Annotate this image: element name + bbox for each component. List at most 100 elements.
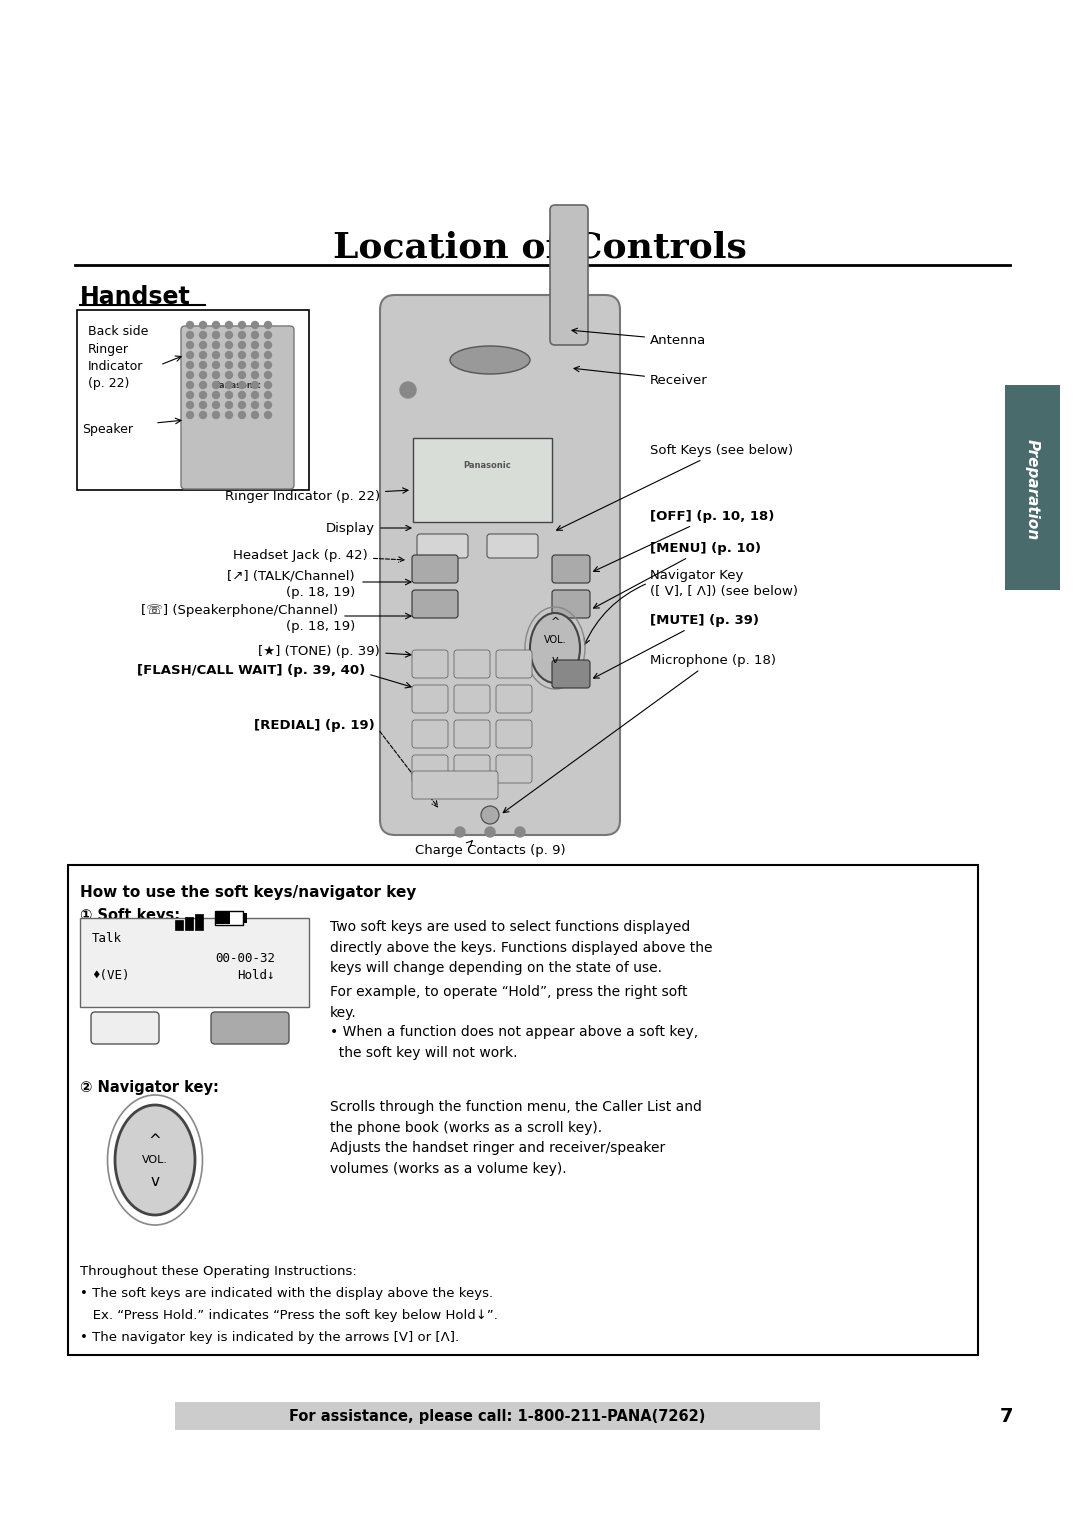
Text: Throughout these Operating Instructions:: Throughout these Operating Instructions: — [80, 1265, 356, 1277]
Text: For assistance, please call: 1-800-211-PANA(7262): For assistance, please call: 1-800-211-P… — [288, 1409, 705, 1424]
Text: [MUTE] (p. 39): [MUTE] (p. 39) — [594, 614, 759, 678]
Circle shape — [187, 382, 193, 388]
Circle shape — [200, 351, 206, 359]
Text: Two soft keys are used to select functions displayed
directly above the keys. Fu: Two soft keys are used to select functio… — [330, 920, 713, 975]
Circle shape — [239, 371, 245, 379]
Circle shape — [252, 341, 258, 348]
Text: Receiver: Receiver — [573, 367, 707, 387]
Text: Speaker: Speaker — [82, 423, 133, 435]
Circle shape — [226, 362, 232, 368]
Circle shape — [213, 411, 219, 419]
Text: Panasonic: Panasonic — [213, 380, 261, 390]
Circle shape — [265, 341, 271, 348]
FancyBboxPatch shape — [380, 295, 620, 834]
FancyBboxPatch shape — [411, 720, 448, 749]
Circle shape — [226, 411, 232, 419]
FancyBboxPatch shape — [496, 755, 532, 782]
Bar — [68, 865, 978, 1355]
Circle shape — [252, 321, 258, 329]
Circle shape — [265, 402, 271, 408]
Text: v: v — [552, 656, 558, 665]
Text: (p. 22): (p. 22) — [87, 377, 130, 390]
Bar — [195, 914, 203, 931]
FancyBboxPatch shape — [91, 1012, 159, 1044]
Circle shape — [226, 332, 232, 339]
Circle shape — [226, 391, 232, 399]
Circle shape — [213, 371, 219, 379]
Ellipse shape — [530, 613, 580, 683]
Circle shape — [265, 391, 271, 399]
Circle shape — [252, 332, 258, 339]
Text: Scrolls through the function menu, the Caller List and
the phone book (works as : Scrolls through the function menu, the C… — [330, 1100, 702, 1177]
Text: Panasonic: Panasonic — [463, 460, 511, 469]
Circle shape — [200, 391, 206, 399]
Text: [FLASH/CALL WAIT] (p. 39, 40): [FLASH/CALL WAIT] (p. 39, 40) — [137, 663, 365, 677]
FancyBboxPatch shape — [411, 649, 448, 678]
Text: Location of Controls: Location of Controls — [333, 231, 747, 264]
Circle shape — [226, 351, 232, 359]
Text: Talk: Talk — [92, 932, 122, 944]
Circle shape — [265, 382, 271, 388]
Bar — [185, 917, 193, 931]
Bar — [175, 920, 183, 931]
Circle shape — [239, 362, 245, 368]
Text: Headset Jack (p. 42): Headset Jack (p. 42) — [233, 549, 404, 562]
Circle shape — [213, 321, 219, 329]
Circle shape — [252, 411, 258, 419]
Text: • When a function does not appear above a soft key,
  the soft key will not work: • When a function does not appear above … — [330, 1025, 698, 1059]
Text: (p. 18, 19): (p. 18, 19) — [286, 619, 355, 633]
Text: [★] (TONE) (p. 39): [★] (TONE) (p. 39) — [258, 645, 380, 657]
Circle shape — [239, 382, 245, 388]
Circle shape — [239, 351, 245, 359]
FancyBboxPatch shape — [454, 649, 490, 678]
Bar — [77, 310, 309, 490]
FancyBboxPatch shape — [454, 685, 490, 714]
Text: • The navigator key is indicated by the arrows [V] or [Λ].: • The navigator key is indicated by the … — [80, 1331, 459, 1345]
Circle shape — [226, 402, 232, 408]
Text: Display: Display — [326, 521, 411, 535]
Circle shape — [252, 351, 258, 359]
Text: Handset: Handset — [80, 286, 191, 309]
Text: [↗] (TALK/Channel): [↗] (TALK/Channel) — [228, 570, 355, 582]
Circle shape — [187, 341, 193, 348]
Circle shape — [213, 351, 219, 359]
Circle shape — [265, 332, 271, 339]
Text: Back side: Back side — [87, 325, 148, 338]
Circle shape — [213, 362, 219, 368]
Text: Soft Keys (see below): Soft Keys (see below) — [556, 443, 793, 530]
FancyBboxPatch shape — [496, 720, 532, 749]
Text: • The soft keys are indicated with the display above the keys.: • The soft keys are indicated with the d… — [80, 1287, 494, 1300]
FancyBboxPatch shape — [413, 439, 552, 523]
FancyBboxPatch shape — [411, 755, 448, 782]
Circle shape — [187, 321, 193, 329]
Circle shape — [252, 402, 258, 408]
Circle shape — [265, 371, 271, 379]
FancyBboxPatch shape — [454, 720, 490, 749]
Circle shape — [239, 332, 245, 339]
Text: How to use the soft keys/navigator key: How to use the soft keys/navigator key — [80, 885, 417, 900]
Circle shape — [226, 382, 232, 388]
FancyBboxPatch shape — [211, 1012, 289, 1044]
Ellipse shape — [450, 345, 530, 374]
Circle shape — [252, 371, 258, 379]
FancyBboxPatch shape — [181, 325, 294, 489]
Circle shape — [200, 362, 206, 368]
Circle shape — [265, 411, 271, 419]
FancyBboxPatch shape — [411, 555, 458, 584]
Text: ♦(VE): ♦(VE) — [92, 969, 130, 981]
Text: [OFF] (p. 10, 18): [OFF] (p. 10, 18) — [594, 509, 774, 571]
Text: (p. 18, 19): (p. 18, 19) — [286, 585, 355, 599]
Circle shape — [187, 362, 193, 368]
FancyBboxPatch shape — [487, 533, 538, 558]
FancyBboxPatch shape — [552, 555, 590, 584]
Circle shape — [200, 321, 206, 329]
Text: Microphone (p. 18): Microphone (p. 18) — [503, 654, 777, 813]
Circle shape — [213, 382, 219, 388]
FancyBboxPatch shape — [1005, 385, 1059, 590]
Circle shape — [515, 827, 525, 837]
Circle shape — [200, 382, 206, 388]
Bar — [175, 1403, 820, 1430]
Circle shape — [213, 391, 219, 399]
Text: v: v — [150, 1175, 160, 1189]
Text: VOL.: VOL. — [141, 1155, 168, 1164]
